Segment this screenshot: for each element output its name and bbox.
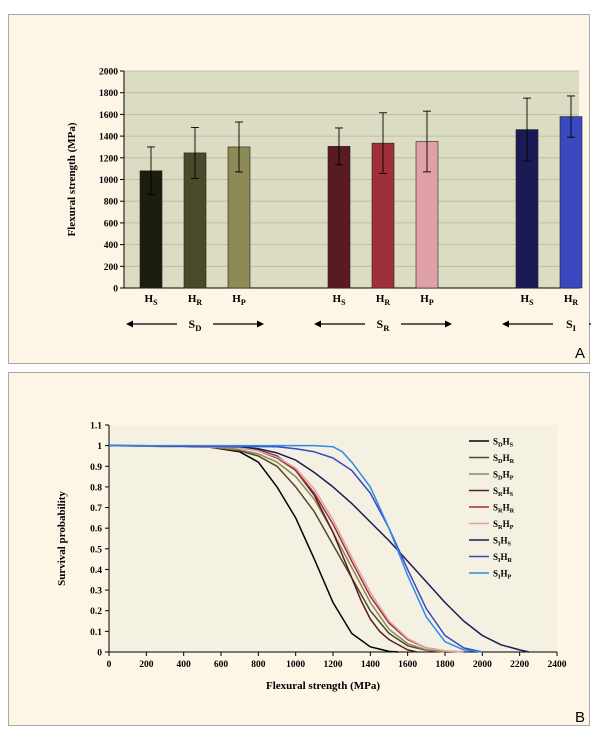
series-line: [109, 444, 483, 653]
arrow-head: [314, 320, 321, 328]
y-axis-title: Flexural strength (MPa): [66, 122, 78, 236]
y-tick-label: 0.8: [90, 483, 102, 493]
series-line: [108, 444, 530, 653]
panel-a: 0 200 400 600 800 1000 1200 1400 1600 1800 2000 Fle…: [8, 14, 591, 364]
group-label: SD: [189, 317, 202, 333]
x-tick-label: 800: [251, 660, 266, 670]
y-tick-label: 0: [97, 649, 102, 659]
x-tick-label: 2400: [548, 660, 567, 670]
series-line: [108, 444, 483, 653]
y-tick-label: 0.9: [90, 463, 102, 473]
arrow-head: [502, 320, 509, 328]
x-tick-label: 1000: [286, 660, 305, 670]
category-label: HR: [188, 293, 203, 307]
x-tick-label: 200: [139, 660, 154, 670]
category-label: HS: [145, 293, 159, 307]
legend-entry: SRHS: [493, 486, 514, 498]
y-tick-label: 400: [104, 241, 119, 251]
legend-entry: SDHS: [493, 437, 514, 449]
y-tick-label: 200: [104, 263, 119, 273]
x-axis-title: Flexural strength (MPa): [266, 680, 380, 692]
x-tick-label: 400: [177, 660, 192, 670]
legend-entry: SRHP: [493, 519, 514, 531]
y-tick-label: 1: [97, 442, 102, 452]
x-tick-label: 0: [107, 660, 112, 670]
y-tick-label: 1800: [99, 89, 118, 99]
x-tick-label: 2200: [510, 660, 529, 670]
y-tick-label: 1200: [99, 154, 118, 164]
panel-b: 0 0.1 0.2 0.3 0.4 0.5 0.6 0.7 0.8 0.9 1 1.1 0 200 400 6…: [8, 372, 590, 726]
x-tick-label: 1200: [324, 660, 343, 670]
x-tick-label: 1400: [361, 660, 380, 670]
y-tick-label: 1600: [99, 111, 118, 121]
legend-entry: SIHP: [493, 569, 511, 581]
bar: [327, 146, 351, 289]
y-tick-label: 0.6: [90, 525, 102, 535]
group-label: SR: [377, 317, 391, 333]
y-tick-label: 0.4: [90, 566, 102, 576]
legend-entry: SDHR: [493, 453, 515, 465]
legend-entry: SIHR: [493, 552, 512, 564]
bar-chart: 0 200 400 600 800 1000 1200 1400 1600 1800 2000 Fle…: [66, 68, 591, 333]
legend-entry: SIHS: [493, 536, 511, 548]
y-tick-label: 0: [113, 285, 118, 295]
legend-entry: SDHP: [493, 470, 514, 482]
category-label: HS: [521, 293, 535, 307]
y-axis-title: Survival probability: [56, 491, 68, 586]
legend-entry: SRHR: [493, 503, 515, 515]
bar: [559, 116, 583, 289]
arrow-head: [445, 320, 452, 328]
arrow-head: [257, 320, 264, 328]
category-label: HR: [376, 293, 391, 307]
x-tick-label: 600: [214, 660, 229, 670]
category-label: HP: [420, 293, 434, 307]
line-chart: 0 0.1 0.2 0.3 0.4 0.5 0.6 0.7 0.8 0.9 1 1.1 0 200 400 6…: [56, 422, 567, 693]
y-tick-label: 0.5: [90, 545, 102, 555]
y-tick-label: 800: [104, 198, 119, 208]
category-label: HS: [333, 293, 347, 307]
y-tick-label: 600: [104, 219, 119, 229]
panel-label-a: A: [575, 345, 586, 362]
y-tick-label: 0.1: [90, 628, 102, 638]
series-line: [108, 444, 446, 653]
category-label: HP: [232, 293, 246, 307]
y-tick-label: 0.3: [90, 587, 102, 597]
y-tick-label: 0.2: [90, 607, 102, 617]
x-tick-label: 1800: [436, 660, 455, 670]
series-line: [108, 444, 446, 653]
group-label: SI: [566, 317, 577, 333]
y-tick-label: 0.7: [90, 504, 102, 514]
y-tick-label: 1.1: [90, 422, 102, 432]
series-line: [108, 444, 399, 653]
y-tick-label: 1000: [99, 176, 118, 186]
category-label: HR: [564, 293, 579, 307]
x-tick-label: 1600: [398, 660, 417, 670]
series-line: [108, 444, 418, 653]
series-line: [108, 444, 464, 653]
y-tick-label: 2000: [99, 68, 118, 78]
x-tick-label: 2000: [473, 660, 492, 670]
plot-area: [109, 425, 557, 652]
y-tick-label: 1400: [99, 133, 118, 143]
arrow-head: [126, 320, 133, 328]
panel-label-b: B: [575, 709, 586, 726]
